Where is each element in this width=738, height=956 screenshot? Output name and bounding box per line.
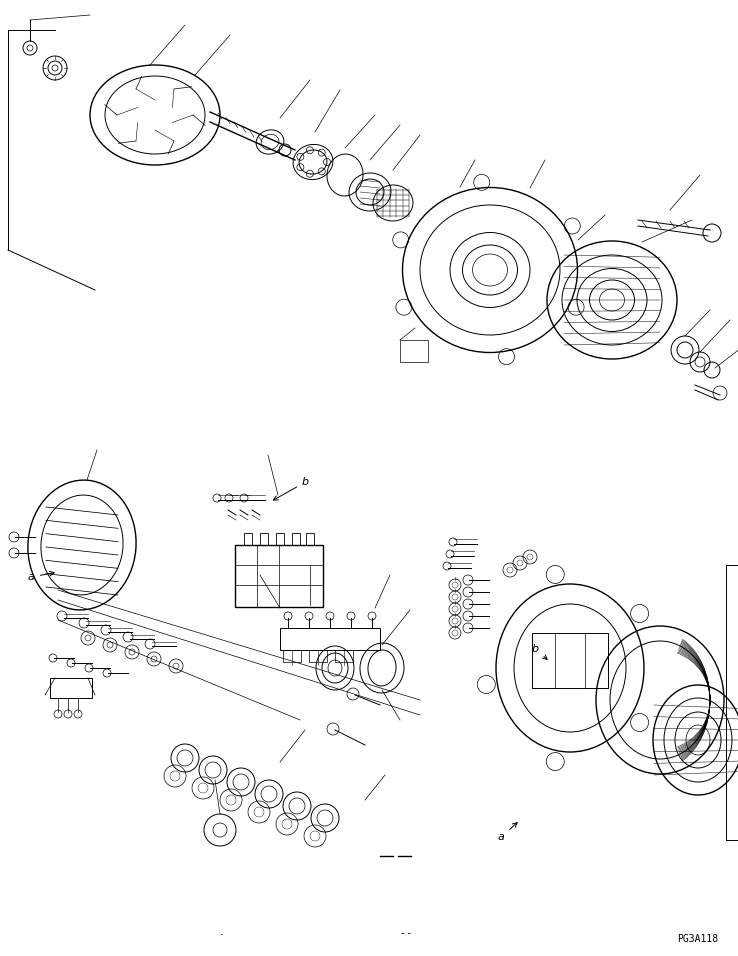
Text: b: b <box>532 644 547 660</box>
Text: - -: - - <box>401 928 411 938</box>
Bar <box>235 545 323 607</box>
Bar <box>335 650 353 662</box>
Text: PG3A118: PG3A118 <box>677 934 718 944</box>
Bar <box>309 650 327 662</box>
Text: a: a <box>28 572 54 582</box>
Bar <box>292 533 300 545</box>
Bar <box>400 340 428 362</box>
Text: .: . <box>219 925 224 938</box>
Text: b: b <box>273 477 309 500</box>
Bar <box>280 628 380 650</box>
Bar <box>276 533 284 545</box>
Bar <box>306 533 314 545</box>
Bar <box>260 533 268 545</box>
Bar <box>532 633 608 688</box>
Bar <box>283 650 301 662</box>
Text: a: a <box>498 822 517 842</box>
Bar <box>50 678 92 698</box>
Bar <box>244 533 252 545</box>
